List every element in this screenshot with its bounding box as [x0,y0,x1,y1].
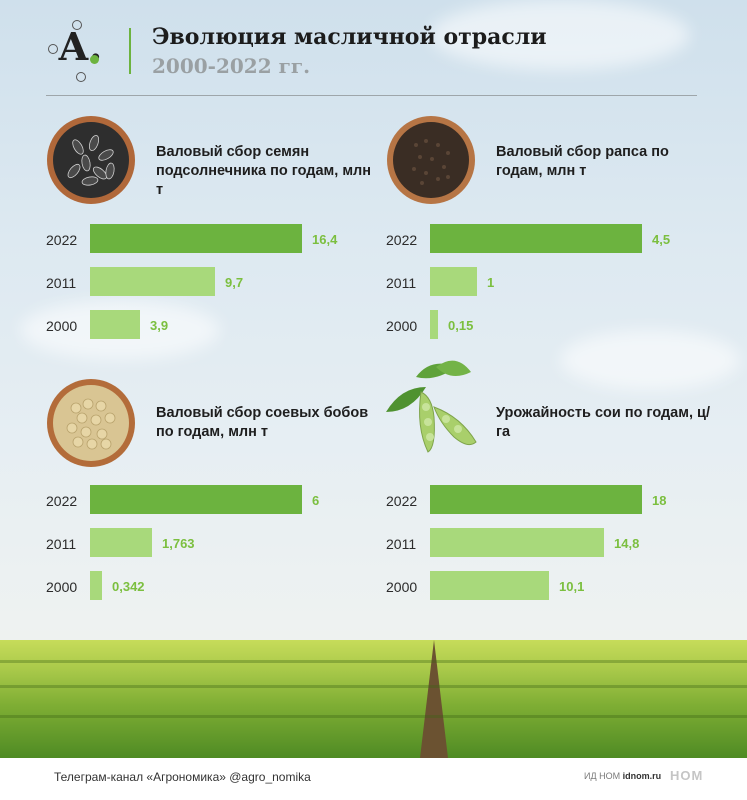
value-label: 10,1 [559,579,585,594]
year-label: 2000 [386,579,418,595]
publisher-prefix: ИД НОМ [584,771,621,781]
field-row [0,660,747,663]
year-label: 2000 [386,318,418,334]
year-label: 2011 [386,536,417,552]
chart-soybeans: Валовый сбор соевых бобов по годам, млн … [46,372,376,612]
sunflower-seeds-bowl-icon [47,116,135,204]
cloud [560,330,740,390]
bar [430,485,642,514]
chart-title: Валовый сбор семян подсолнечника по года… [156,144,372,198]
year-label: 2011 [46,275,77,291]
value-label: 0,15 [448,318,474,333]
year-label: 2022 [386,493,418,509]
publisher-site: idnom.ru [622,771,662,781]
chart-sunflower: Валовый сбор семян подсолнечника по года… [46,112,376,352]
bar [90,485,302,514]
value-label: 9,7 [225,275,244,290]
bar [90,310,140,339]
year-label: 2022 [46,232,78,248]
bar [430,310,438,339]
year-label: 2000 [46,579,78,595]
bar [90,267,215,296]
year-label: 2022 [46,493,78,509]
value-label: 1 [487,275,495,290]
page-subtitle: 2000-2022 гг. [152,54,311,78]
chart-soy-yield: Урожайность сои по годам, ц/га 2022 18 2… [386,360,716,612]
nom-brand-logo: НОМ [670,768,704,783]
soy-field-photo [0,640,747,758]
logo-dot [90,55,99,64]
bar [430,267,477,296]
rapeseed-bowl-icon [387,116,475,204]
bar [90,224,302,253]
year-label: 2011 [386,275,417,291]
field-furrow [420,640,448,758]
value-label: 16,4 [312,232,338,247]
bar [430,571,549,600]
title-divider [129,28,131,74]
value-label: 1,763 [162,536,195,551]
chart-title: Валовый сбор соевых бобов по годам, млн … [156,405,369,440]
value-label: 18 [652,493,667,508]
year-label: 2011 [46,536,77,552]
soybean-pod-icon [386,360,477,453]
year-label: 2022 [386,232,418,248]
telegram-channel-link[interactable]: Телеграм-канал «Агрономика» @agro_nomika [54,770,311,784]
bar [90,528,152,557]
value-label: 3,9 [150,318,169,333]
bar [90,571,102,600]
chart-title: Валовый сбор рапса по годам, млн т [496,144,669,179]
footer: Телеграм-канал «Агрономика» @agro_nomika… [0,758,747,800]
year-label: 2000 [46,318,78,334]
logo-ornament-icon [48,44,58,54]
header-rule [46,95,697,96]
logo-ornament-icon [72,20,82,30]
soybeans-bowl-icon [47,379,135,467]
chart-rapeseed: Валовый сбор рапса по годам, млн т 2022 … [386,112,716,352]
bar [430,224,642,253]
value-label: 4,5 [652,232,671,247]
logo-ornament-icon [76,72,86,82]
value-label: 0,342 [112,579,145,594]
value-label: 14,8 [614,536,640,551]
cloud [430,0,690,70]
field-row [0,685,747,688]
value-label: 6 [312,493,320,508]
field-row [0,715,747,718]
publisher-credit[interactable]: ИД НОМ idnom.ru [584,771,661,781]
page-title: Эволюция масличной отрасли [152,24,547,50]
agronomika-logo: А. [46,20,108,84]
bar [430,528,604,557]
chart-title: Урожайность сои по годам, ц/га [496,405,710,440]
